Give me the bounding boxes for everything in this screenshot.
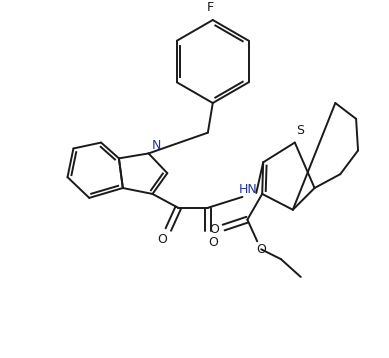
Text: O: O — [158, 233, 167, 246]
Text: HN: HN — [239, 184, 258, 197]
Text: F: F — [207, 1, 214, 14]
Text: S: S — [296, 124, 304, 137]
Text: O: O — [208, 236, 218, 249]
Text: O: O — [209, 223, 219, 236]
Text: O: O — [256, 243, 266, 256]
Text: N: N — [152, 139, 161, 152]
